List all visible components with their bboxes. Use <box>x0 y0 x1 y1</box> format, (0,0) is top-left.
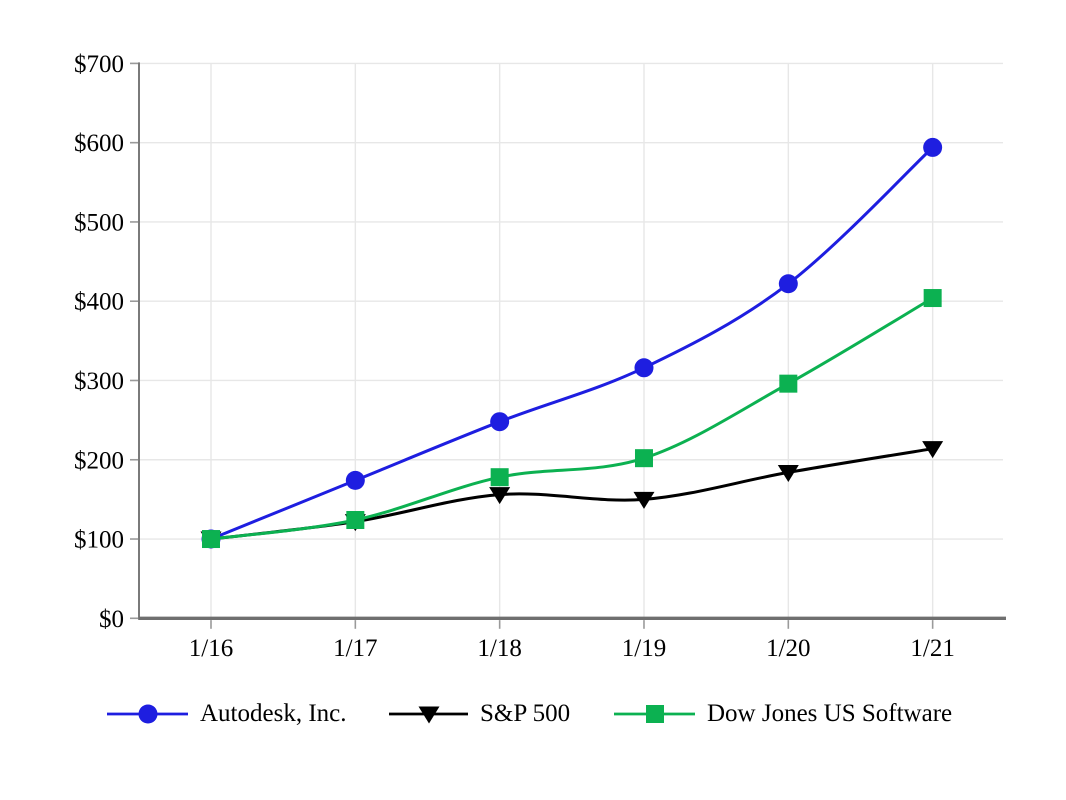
data-point-autodesk-inc <box>345 470 365 490</box>
data-point-s-p-500 <box>922 441 944 459</box>
chart-legend: Autodesk, Inc. S&P 500 Dow Jones US Soft… <box>0 700 1066 732</box>
y-tick-label: $700 <box>74 51 124 78</box>
data-point-s-p-500 <box>489 487 511 505</box>
autodesk-line-circle-icon <box>107 704 188 724</box>
x-tick-label: 1/21 <box>910 635 954 662</box>
data-point-s-p-500 <box>633 491 655 509</box>
legend-label-autodesk: Autodesk, Inc. <box>200 700 347 727</box>
y-tick-label: $100 <box>74 527 124 554</box>
legend-marker <box>138 704 158 724</box>
data-point-s-p-500 <box>777 464 799 482</box>
data-point-autodesk-inc <box>923 137 943 157</box>
y-tick-label: $500 <box>74 209 124 236</box>
data-point-dow-jones-us-software <box>202 530 220 549</box>
y-tick-label: $600 <box>74 130 124 157</box>
legend-label-dow-jones-us-software: Dow Jones US Software <box>707 700 953 727</box>
data-point-dow-jones-us-software <box>923 289 942 308</box>
y-tick-label: $400 <box>74 289 124 316</box>
legend-item-dow-jones-us-software: Dow Jones US Software <box>613 700 952 728</box>
x-tick-label: 1/17 <box>333 635 377 662</box>
data-point-dow-jones-us-software <box>346 511 365 530</box>
data-point-autodesk-inc <box>490 412 510 432</box>
data-point-dow-jones-us-software <box>779 374 798 393</box>
legend-label-sp500: S&P 500 <box>480 700 571 727</box>
legend-item-autodesk: Autodesk, Inc. <box>106 700 347 728</box>
y-tick-label: $300 <box>74 368 124 395</box>
dow-jones-line-square-icon <box>614 705 695 723</box>
x-tick-label: 1/18 <box>477 635 521 662</box>
y-tick-label: $0 <box>99 606 124 633</box>
sp500-line-triangle-icon <box>389 706 468 724</box>
legend-item-sp500: S&P 500 <box>388 700 570 728</box>
data-point-dow-jones-us-software <box>490 468 509 487</box>
x-tick-label: 1/16 <box>189 635 233 662</box>
series-line-autodesk-inc <box>209 145 935 541</box>
legend-marker <box>418 706 440 724</box>
data-point-autodesk-inc <box>634 358 654 378</box>
x-tick-label: 1/20 <box>766 635 810 662</box>
data-point-autodesk-inc <box>778 274 798 294</box>
x-tick-label: 1/19 <box>622 635 666 662</box>
y-tick-label: $200 <box>74 447 124 474</box>
series-line-dow-jones-us-software <box>209 296 935 541</box>
data-point-dow-jones-us-software <box>634 449 653 468</box>
legend-marker <box>646 705 664 723</box>
